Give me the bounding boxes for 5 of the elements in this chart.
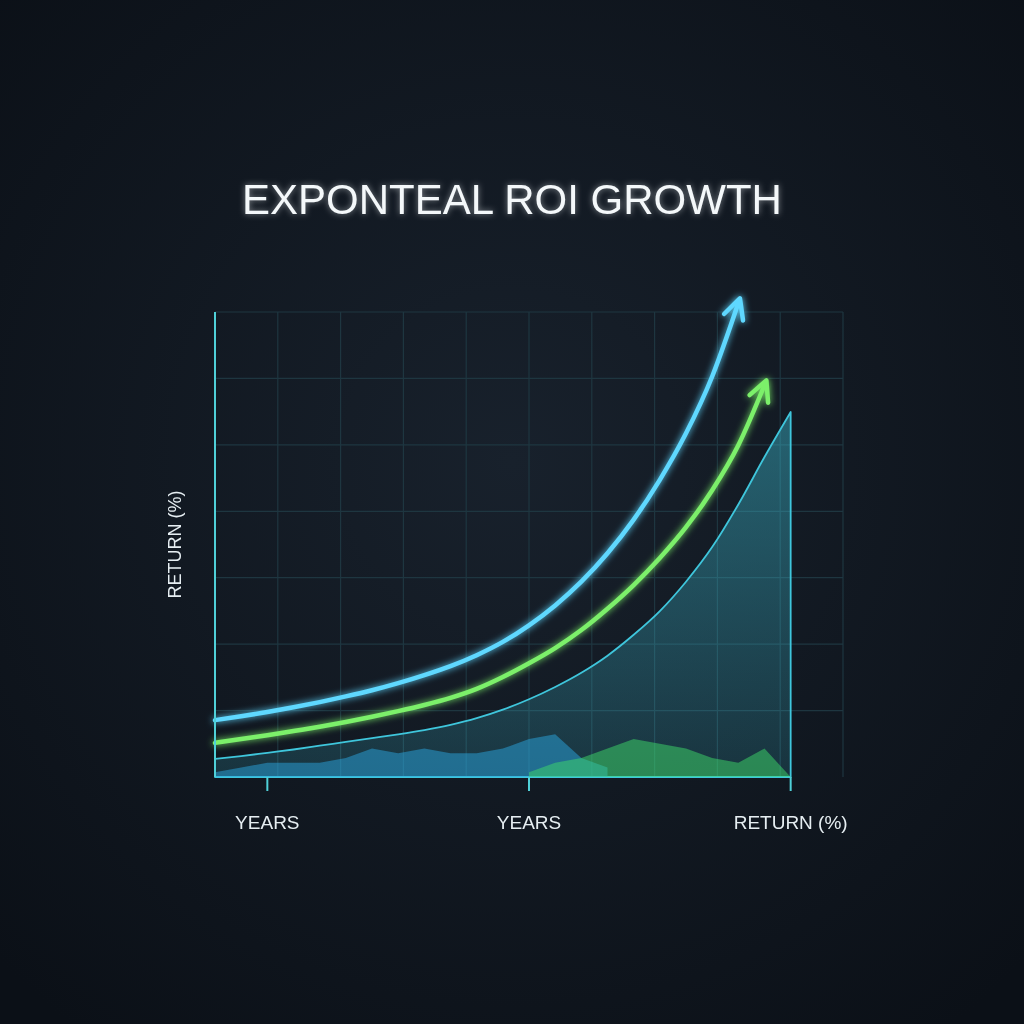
y-axis-title: RETURN (%) (165, 490, 185, 599)
x-tick-label: RETURN (%) (733, 812, 848, 833)
x-tick-label: YEARS (496, 812, 562, 833)
chart-title: EXPONTEAL ROI GROWTH (242, 176, 782, 223)
x-tick-label: YEARS (235, 812, 300, 833)
